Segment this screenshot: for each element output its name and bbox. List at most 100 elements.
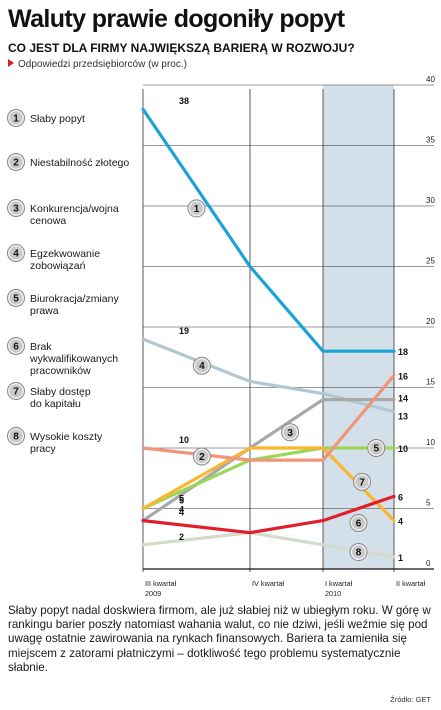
data-label-start: 5 <box>179 496 184 506</box>
data-label-start: 19 <box>179 326 189 336</box>
legend-label: prawa <box>30 305 59 317</box>
data-label-end: 10 <box>398 444 408 454</box>
y-tick-label: 0 <box>426 559 431 568</box>
x-tick-label-line: 2009 <box>145 589 161 598</box>
marker-inner <box>352 545 365 559</box>
legend-number: 8 <box>13 432 19 443</box>
data-label-start: 4 <box>179 505 184 515</box>
y-tick-label: 25 <box>426 257 435 266</box>
legend-number: 3 <box>13 204 19 215</box>
y-tick-label: 35 <box>426 136 435 145</box>
legend-number: 6 <box>13 342 19 353</box>
marker-inner <box>369 441 383 455</box>
marker-inner <box>355 475 369 489</box>
y-tick-label: 10 <box>426 438 435 447</box>
x-tick-label-line: 2010 <box>325 589 341 598</box>
series-marker-7: 7 <box>353 472 372 491</box>
marker-inner <box>190 201 203 215</box>
legend-label: Wysokie koszty <box>30 431 103 443</box>
legend-number: 7 <box>13 387 19 398</box>
series-marker-4: 4 <box>192 356 211 375</box>
legend-label: pracowników <box>30 365 91 377</box>
x-tick-label-line: II kwartał <box>396 579 426 588</box>
legend-badge-inner <box>9 111 23 125</box>
legend-number: 2 <box>13 158 19 169</box>
footer-text: Słaby popyt nadal doskwiera firmom, ale … <box>8 604 431 674</box>
legend-label: Brak <box>30 341 52 353</box>
legend-label: do kapitału <box>30 398 81 410</box>
x-tick-label-line: III kwartał <box>145 579 177 588</box>
marker-number: 3 <box>287 428 293 439</box>
legend-label: Niestabilność złotego <box>30 157 129 169</box>
data-label-end: 16 <box>398 371 408 381</box>
marker-inner <box>195 449 209 463</box>
data-label-start: 4 <box>179 508 184 518</box>
x-tick-label-line: I kwartał <box>325 579 353 588</box>
y-tick-label: 40 <box>426 75 435 84</box>
legend-label: zobowiązań <box>30 260 86 272</box>
legend-label: Słaby popyt <box>30 113 85 125</box>
data-label-end: 6 <box>398 492 403 502</box>
legend-badge-inner <box>9 201 23 215</box>
data-label-start: 5 <box>179 494 184 504</box>
y-tick-label: 20 <box>426 317 435 326</box>
marker-number: 7 <box>359 477 365 488</box>
series-marker-1: 1 <box>187 199 206 218</box>
data-label-start: 38 <box>179 96 189 106</box>
legend-number: 1 <box>13 114 19 125</box>
data-label-end: 14 <box>398 394 408 404</box>
data-label-end: 1 <box>398 553 403 563</box>
legend-badge-inner <box>9 246 23 260</box>
legend-badge-inner <box>9 291 23 305</box>
series-marker-5: 5 <box>367 439 386 457</box>
series-marker-3: 3 <box>281 423 300 442</box>
y-tick-label: 5 <box>426 499 431 508</box>
marker-number: 6 <box>356 519 362 530</box>
legend-item-1: 1 Słaby popyt <box>7 109 85 127</box>
legend-badge-inner <box>9 155 23 169</box>
legend-item-2: 2 Niestabilność złotego <box>7 153 129 171</box>
legend-badge-inner <box>9 384 23 398</box>
series-marker-8: 8 <box>349 543 368 562</box>
data-label-end: 13 <box>398 412 408 422</box>
legend-label: wykwalifikowanych <box>29 353 118 365</box>
legend-label: pracy <box>30 443 56 455</box>
data-label-start: 2 <box>179 532 184 542</box>
marker-number: 4 <box>199 361 205 372</box>
legend-label: Słaby dostęp <box>30 386 91 398</box>
series-line-6 <box>141 494 396 535</box>
legend-badge-inner <box>9 339 23 353</box>
marker-number: 1 <box>194 204 200 215</box>
legend-number: 5 <box>13 294 19 305</box>
note-triangle-icon <box>8 59 14 67</box>
marker-number: 8 <box>356 548 362 559</box>
chart-note-text: Odpowiedzi przedsiębiorców (w proc.) <box>18 59 187 70</box>
x-tick-label: II kwartał <box>396 579 426 588</box>
y-tick-label: 30 <box>426 196 435 205</box>
marker-inner <box>352 516 365 530</box>
chart-subtitle: CO JEST DLA FIRMY NAJWIĘKSZĄ BARIERĄ W R… <box>8 41 355 55</box>
data-label-start: 10 <box>179 435 189 445</box>
source-note: Źródło: GET <box>390 695 431 704</box>
series-marker-6: 6 <box>349 514 368 533</box>
x-tick-label-line: IV kwartał <box>252 579 284 588</box>
marker-number: 5 <box>373 444 379 455</box>
data-label-end: 18 <box>398 347 408 357</box>
x-tick-label: IV kwartał <box>252 579 284 588</box>
y-tick-label: 15 <box>426 378 435 387</box>
legend-label: Biurokracja/zmiany <box>30 293 119 305</box>
legend-label: cenowa <box>30 215 66 227</box>
legend-number: 4 <box>13 249 19 260</box>
chart-note: Odpowiedzi przedsiębiorców (w proc.) <box>8 58 187 71</box>
marker-number: 2 <box>199 452 205 463</box>
legend-label: Konkurencja/wojna <box>30 203 119 215</box>
series-line-5 <box>141 446 396 511</box>
